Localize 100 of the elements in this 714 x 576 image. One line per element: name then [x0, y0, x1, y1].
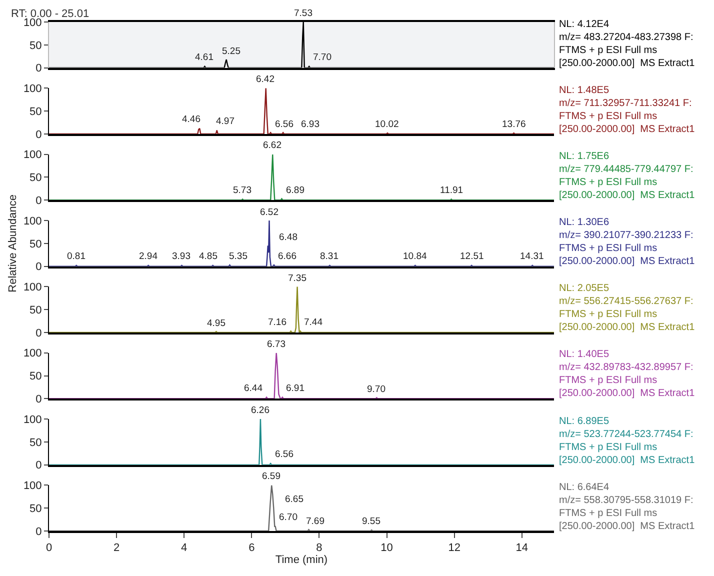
text: [250.00-2000.00] MS Extract1 [559, 58, 696, 69]
annotation: 4.85 [199, 251, 218, 262]
y-tick-label: 100 [23, 480, 42, 492]
x-tick-label: 10 [380, 542, 393, 554]
text: FTMS + p ESI Full ms [559, 45, 658, 56]
text: FTMS + p ESI Full ms [559, 309, 658, 320]
y-tick-label: 100 [23, 282, 42, 294]
y-tick-label: 100 [23, 348, 42, 360]
text: FTMS + p ESI Full ms [559, 508, 658, 519]
text: [250.00-2000.00] MS Extract1 [559, 190, 696, 201]
annotation: 6.48 [279, 232, 298, 243]
text: NL: 1.48E5 [559, 85, 610, 96]
x-tick-label: 12 [448, 542, 460, 554]
annotation: 6.73 [267, 339, 286, 350]
annotation: 4.95 [207, 318, 226, 329]
annotation: 10.02 [375, 119, 399, 130]
y-tick-label: 50 [30, 172, 42, 184]
annotation: 12.51 [460, 251, 484, 262]
text: m/z= 711.32957-711.33241 F: [559, 98, 692, 109]
annotation: 8.31 [320, 251, 338, 262]
y-tick-label: 0 [36, 62, 42, 75]
text: [250.00-2000.00] MS Extract1 [559, 322, 696, 333]
y-tick-label: 50 [30, 370, 42, 383]
x-tick-label: 8 [316, 542, 322, 554]
y-tick-label: 50 [30, 106, 42, 118]
annotation: 4.46 [182, 114, 200, 125]
text: m/z= 390.21077-390.21233 F: [559, 230, 694, 241]
y-tick-label: 50 [30, 238, 42, 250]
text: FTMS + p ESI Full ms [559, 177, 658, 188]
annotation: 2.94 [139, 251, 158, 262]
y-tick-label: 100 [23, 215, 42, 228]
text: NL: 1.75E6 [559, 151, 610, 162]
annotation: 5.73 [233, 185, 252, 196]
y-tick-label: 50 [30, 304, 42, 316]
annotation: 6.91 [286, 383, 304, 394]
text: m/z= 558.30795-558.31019 F: [559, 495, 694, 506]
text: FTMS + p ESI Full ms [559, 375, 658, 386]
x-tick-label: 0 [46, 542, 52, 554]
annotation: 6.65 [285, 494, 304, 505]
text: FTMS + p ESI Full ms [559, 243, 658, 254]
text: m/z= 483.27204-483.27398 F: [559, 32, 694, 43]
y-tick-label: 100 [23, 149, 42, 162]
y-tick-label: 0 [36, 394, 42, 406]
x-axis-title: Time (min) [275, 554, 328, 566]
text: m/z= 556.27415-556.27637 F: [559, 296, 694, 307]
text: m/z= 779.44485-779.44797 F: [559, 164, 694, 175]
annotation: 7.16 [268, 317, 286, 328]
annotation: 11.91 [440, 185, 464, 196]
line-series [49, 419, 554, 465]
annotation: 6.93 [301, 119, 320, 130]
annotation: 3.93 [172, 251, 190, 262]
annotation: 6.44 [244, 383, 262, 394]
x-tick-label: 2 [113, 542, 120, 554]
y-tick-label: 50 [30, 502, 42, 515]
text: [250.00-2000.00] MS Extract1 [559, 124, 696, 135]
text: NL: 4.12E4 [559, 19, 610, 30]
annotation: 6.66 [278, 251, 296, 262]
text: [250.00-2000.00] MS Extract1 [559, 455, 696, 466]
text: [250.00-2000.00] MS Extract1 [559, 521, 696, 532]
annotation: 6.70 [279, 512, 298, 523]
line-series [49, 352, 554, 399]
annotation: 6.89 [286, 185, 304, 196]
annotation: 4.61 [195, 52, 214, 63]
line-series [49, 485, 554, 531]
annotation: 7.35 [288, 273, 306, 284]
y-tick-label: 50 [30, 436, 42, 449]
y-tick-label: 50 [30, 40, 42, 52]
y-tick-label: 0 [36, 526, 42, 538]
annotation: 7.53 [294, 8, 312, 19]
text: NL: 6.89E5 [559, 416, 610, 427]
y-tick-label: 0 [36, 261, 42, 274]
annotation: 6.56 [275, 449, 294, 460]
text: NL: 1.30E6 [559, 217, 610, 228]
annotation: 6.59 [262, 471, 280, 482]
text: FTMS + p ESI Full ms [559, 111, 658, 122]
annotation: 5.35 [229, 251, 248, 262]
annotation: 5.25 [222, 46, 240, 57]
y-tick-label: 0 [36, 195, 42, 207]
text: NL: 2.05E5 [559, 283, 610, 294]
x-tick-label: 14 [516, 542, 528, 554]
y-tick-label: 0 [36, 128, 42, 141]
x-tick-label: 6 [248, 542, 255, 554]
line-series [49, 220, 554, 266]
annotation: 9.70 [367, 384, 386, 395]
annotation: 6.26 [251, 405, 270, 416]
annotation: 7.44 [304, 317, 322, 328]
annotation: 0.81 [67, 251, 86, 262]
text: FTMS + p ESI Full ms [559, 442, 658, 453]
annotation: 14.31 [520, 251, 544, 262]
annotation: 13.76 [502, 119, 526, 130]
annotation: 7.69 [306, 516, 324, 527]
line-series [49, 154, 554, 200]
y-tick-label: 0 [36, 460, 42, 472]
text: [250.00-2000.00] MS Extract1 [559, 256, 696, 267]
annotation: 4.97 [216, 116, 234, 127]
annotation: 6.52 [260, 207, 278, 218]
annotation: 6.42 [256, 74, 274, 85]
y-axis-title: Relative Abundance [7, 194, 20, 292]
text: NL: 6.64E4 [559, 482, 610, 493]
y-tick-label: 100 [23, 414, 42, 426]
